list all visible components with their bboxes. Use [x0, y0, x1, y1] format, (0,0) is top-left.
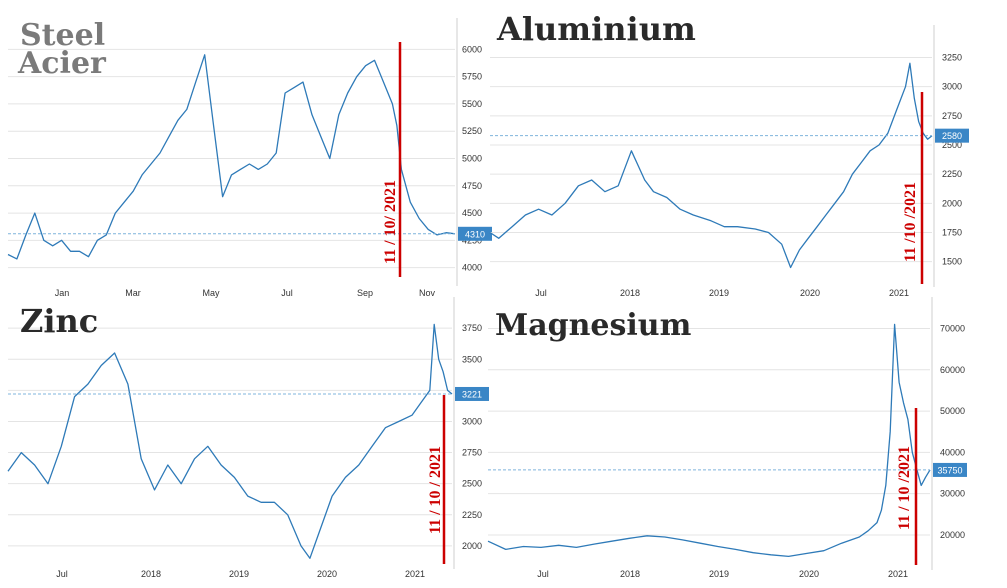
magnesium-last-value-badge [933, 462, 967, 477]
zinc-y-tick-label: 2500 [462, 479, 482, 489]
magnesium-y-tick-label: 60000 [940, 365, 965, 375]
zinc-x-tick-label: 2019 [229, 569, 249, 579]
aluminium-last-value-badge [935, 128, 969, 143]
steel-x-tick-label: May [202, 288, 220, 298]
aluminium-y-tick-label: 3000 [942, 82, 962, 92]
steel-x-tick-label: Jul [281, 288, 293, 298]
aluminium-y-tick-label: 3250 [942, 53, 962, 63]
zinc-title: Zinc [20, 302, 98, 340]
steel-chart-panel: 400042504500475050005250550057506000JanM… [7, 18, 492, 298]
aluminium-x-tick-label: 2021 [889, 288, 909, 298]
magnesium-date-annotation: 11 / 10 /2021 [896, 446, 913, 530]
magnesium-x-tick-label: 2021 [888, 569, 908, 579]
magnesium-y-tick-label: 30000 [940, 489, 965, 499]
zinc-last-value-badge [455, 386, 489, 401]
steel-y-tick-label: 5250 [462, 126, 482, 136]
zinc-x-tick-label: Jul [56, 569, 68, 579]
aluminium-chart-panel: 1500 1750 2000 2250 2500 2750 3000 3250 Jul 2018 2… [489, 10, 969, 298]
steel-y-tick-label: 4000 [462, 263, 482, 273]
magnesium-chart-panel: 20000 30000 40000 50000 60000 70000 Jul 2018 201… [487, 297, 967, 579]
steel-x-tick-label: Sep [357, 288, 373, 298]
zinc-x-tick-label: 2020 [317, 569, 337, 579]
steel-subtitle: Acier [17, 46, 107, 81]
steel-date-annotation: 11 / 10/ 2021 [382, 180, 399, 264]
aluminium-x-tick-label: Jul [535, 288, 547, 298]
steel-y-tick-label: 5500 [462, 99, 482, 109]
magnesium-last-value-text: 35750 [937, 465, 962, 475]
steel-price-line [7, 54, 456, 260]
magnesium-y-tick-label: 70000 [940, 324, 965, 334]
zinc-y-tick-label: 3500 [462, 354, 482, 364]
aluminium-y-tick-label: 1750 [942, 228, 962, 238]
magnesium-x-tick-label: 2018 [620, 569, 640, 579]
steel-y-tick-label: 5750 [462, 72, 482, 82]
zinc-x-tick-label: 2018 [141, 569, 161, 579]
steel-last-value-badge [458, 226, 492, 241]
zinc-y-tick-label: 2750 [462, 448, 482, 458]
magnesium-x-tick-label: 2020 [799, 569, 819, 579]
aluminium-last-value-text: 2580 [942, 131, 962, 141]
magnesium-price-line [487, 323, 931, 558]
steel-y-tick-label: 4500 [462, 208, 482, 218]
steel-y-tick-label: 4750 [462, 181, 482, 191]
zinc-price-line [7, 323, 453, 559]
steel-x-tick-label: Jan [55, 288, 70, 298]
steel-x-tick-label: Mar [125, 288, 141, 298]
zinc-y-tick-label: 3000 [462, 416, 482, 426]
aluminium-date-annotation: 11 /10 /2021 [902, 182, 919, 262]
zinc-date-annotation: 11 / 10 / 2021 [427, 446, 444, 534]
steel-x-tick-label: Nov [419, 288, 436, 298]
zinc-chart-panel: 20002250250027503000325035003750Jul20182… [7, 297, 489, 579]
steel-last-value-text: 4310 [465, 229, 485, 239]
zinc-y-tick-label: 3750 [462, 323, 482, 333]
aluminium-price-line [489, 62, 933, 269]
steel-title: Steel [20, 18, 105, 53]
aluminium-y-tick-label: 2250 [942, 169, 962, 179]
magnesium-y-tick-label: 50000 [940, 406, 965, 416]
zinc-x-tick-label: 2021 [405, 569, 425, 579]
aluminium-x-tick-label: 2019 [709, 288, 729, 298]
aluminium-y-tick-label: 2750 [942, 111, 962, 121]
aluminium-title: Aluminium [496, 10, 696, 48]
aluminium-x-tick-label: 2020 [800, 288, 820, 298]
magnesium-y-tick-label: 40000 [940, 447, 965, 457]
aluminium-x-tick-label: 2018 [620, 288, 640, 298]
magnesium-title: Magnesium [495, 308, 692, 343]
aluminium-y-tick-label: 2500 [942, 140, 962, 150]
zinc-last-value-text: 3221 [462, 389, 482, 399]
zinc-y-tick-label: 2000 [462, 541, 482, 551]
steel-y-tick-label: 6000 [462, 44, 482, 54]
steel-y-tick-label: 5000 [462, 154, 482, 164]
aluminium-y-tick-label: 1500 [942, 257, 962, 267]
aluminium-y-tick-label: 2000 [942, 198, 962, 208]
zinc-y-tick-label: 2250 [462, 510, 482, 520]
magnesium-x-tick-label: Jul [537, 569, 549, 579]
magnesium-y-tick-label: 20000 [940, 530, 965, 540]
magnesium-x-tick-label: 2019 [709, 569, 729, 579]
